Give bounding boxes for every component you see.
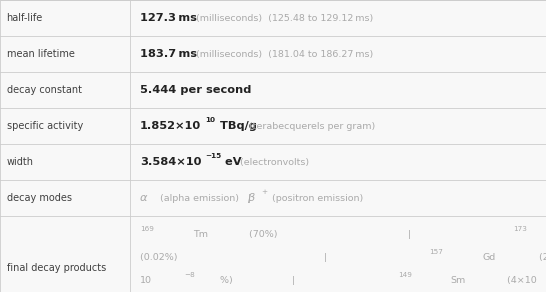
Text: specific activity: specific activity	[7, 121, 83, 131]
Text: 183.7 ms: 183.7 ms	[140, 49, 197, 59]
Text: (alpha emission)   |: (alpha emission) |	[157, 194, 260, 203]
Text: Tm: Tm	[193, 230, 207, 239]
Text: (70%): (70%)	[246, 230, 281, 239]
Text: +: +	[262, 189, 268, 195]
Text: 127.3 ms: 127.3 ms	[140, 13, 197, 23]
Text: 173: 173	[513, 226, 527, 232]
Text: |: |	[286, 276, 301, 285]
Text: %): %)	[219, 276, 235, 285]
Text: |: |	[318, 253, 333, 262]
Text: decay modes: decay modes	[7, 193, 72, 203]
Text: −8: −8	[185, 272, 195, 278]
Text: |: |	[402, 230, 417, 239]
Text: decay constant: decay constant	[7, 85, 81, 95]
Text: (0.02%): (0.02%)	[140, 253, 180, 262]
Text: Sm: Sm	[450, 276, 466, 285]
Text: (positron emission): (positron emission)	[269, 194, 364, 203]
Text: (terabecquerels per gram): (terabecquerels per gram)	[246, 121, 376, 131]
Text: TBq/g: TBq/g	[216, 121, 257, 131]
Text: 169: 169	[140, 226, 153, 232]
Text: mean lifetime: mean lifetime	[7, 49, 74, 59]
Text: 157: 157	[429, 249, 443, 255]
Text: (electronvolts): (electronvolts)	[237, 157, 309, 166]
Text: (4×10: (4×10	[504, 276, 537, 285]
Text: 1.852×10: 1.852×10	[140, 121, 201, 131]
Text: 5.444 per second: 5.444 per second	[140, 85, 251, 95]
Text: −15: −15	[205, 153, 221, 159]
Text: β: β	[247, 193, 254, 203]
Text: width: width	[7, 157, 33, 167]
Text: 10: 10	[140, 276, 152, 285]
Text: (milliseconds)  (125.48 to 129.12 ms): (milliseconds) (125.48 to 129.12 ms)	[193, 13, 373, 22]
Text: 3.584×10: 3.584×10	[140, 157, 201, 167]
Text: eV: eV	[221, 157, 241, 167]
Text: 149: 149	[397, 272, 412, 278]
Text: (2×10: (2×10	[536, 253, 546, 262]
Text: (milliseconds)  (181.04 to 186.27 ms): (milliseconds) (181.04 to 186.27 ms)	[193, 50, 373, 58]
Text: Gd: Gd	[482, 253, 495, 262]
Text: 10: 10	[205, 117, 215, 123]
Text: final decay products: final decay products	[7, 263, 106, 273]
Text: half-life: half-life	[7, 13, 43, 23]
Text: α: α	[140, 193, 147, 203]
